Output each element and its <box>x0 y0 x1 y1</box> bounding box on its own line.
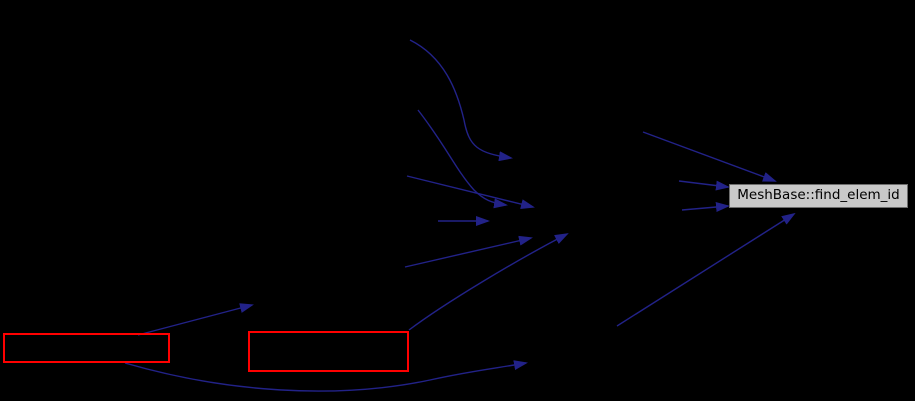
graph-edge-edge-top-curve-1 <box>409 39 513 162</box>
graph-edge-edge-mid-diagonal-down <box>406 175 535 209</box>
graph-node-truncated-left[interactable] <box>3 333 170 363</box>
graph-edge-edge-to-target-bottom <box>616 212 796 327</box>
graph-edge-edge-top-curve-2 <box>417 109 508 209</box>
graph-edge-edge-to-target-topleft <box>642 131 777 182</box>
graph-edge-edge-to-target-left-2 <box>681 202 730 213</box>
graph-edge-edge-from-middle-box <box>408 233 569 331</box>
graph-edge-edge-from-left-box-up <box>137 303 254 336</box>
graph-edge-edge-mid-diagonal-up <box>404 235 533 268</box>
graph-node-truncated-middle[interactable] <box>248 331 409 372</box>
graph-edge-edge-bottom-long-curve <box>124 360 528 392</box>
graph-edge-edge-to-target-left-1 <box>678 180 730 191</box>
graph-node-find-elem-id: MeshBase::find_elem_id <box>729 184 908 208</box>
